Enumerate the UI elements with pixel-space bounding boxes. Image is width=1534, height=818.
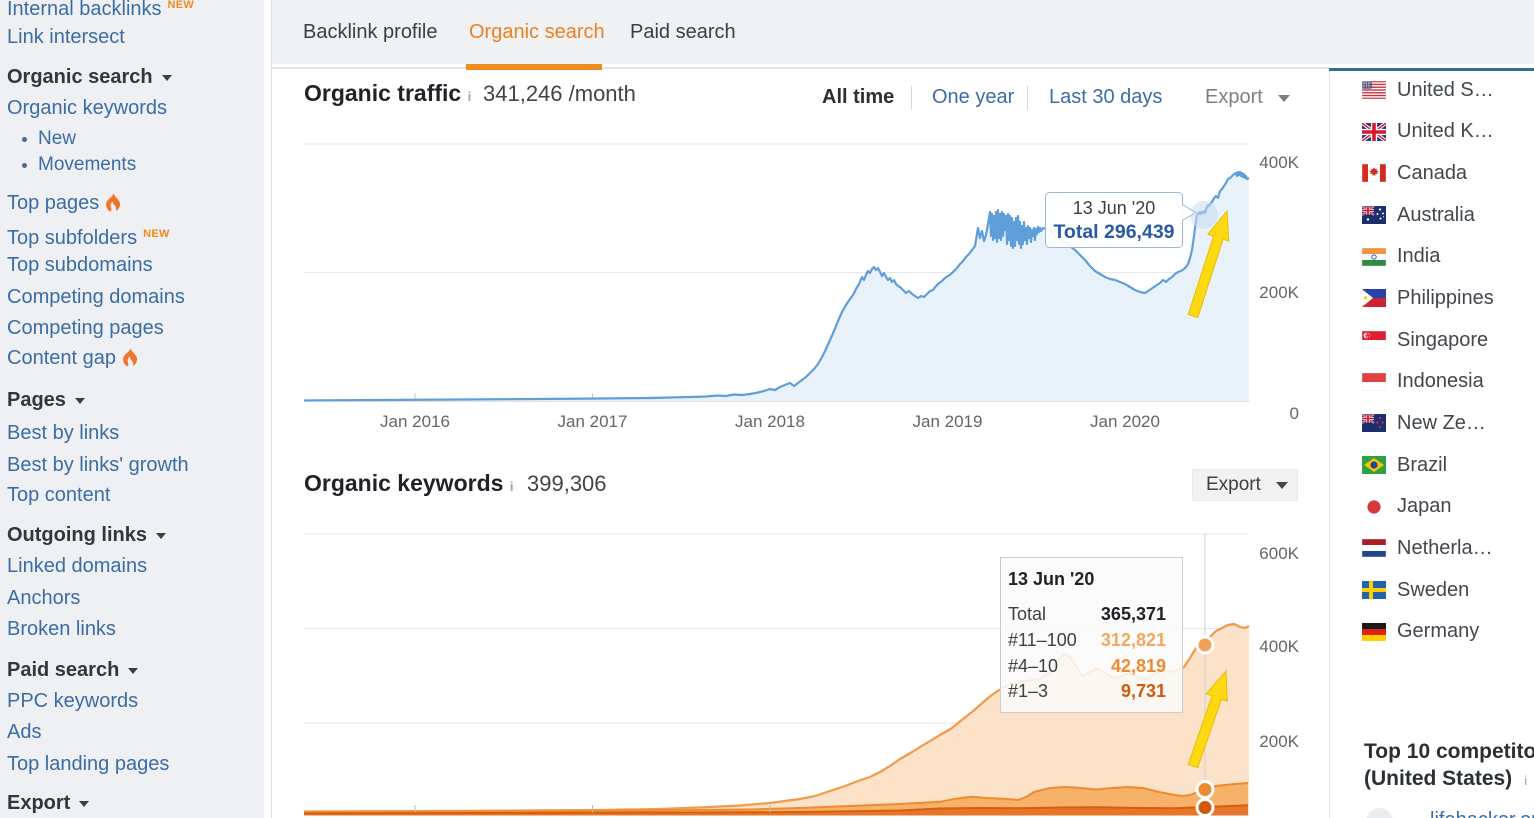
- svg-text:#11–100: #11–100: [1008, 630, 1077, 650]
- svg-text:Jan 2020: Jan 2020: [1090, 412, 1160, 431]
- svg-text:0: 0: [1290, 404, 1299, 423]
- svg-text:Jan 2016: Jan 2016: [380, 412, 450, 431]
- svg-text:200K: 200K: [1259, 283, 1299, 302]
- svg-text:400K: 400K: [1259, 153, 1299, 172]
- svg-text:42,819: 42,819: [1111, 656, 1166, 676]
- svg-text:Total: Total: [1008, 604, 1046, 624]
- svg-text:#4–10: #4–10: [1008, 656, 1058, 676]
- svg-text:600K: 600K: [1259, 544, 1299, 563]
- svg-text:9,731: 9,731: [1121, 681, 1166, 701]
- svg-text:200K: 200K: [1259, 732, 1299, 751]
- svg-text:Jan 2019: Jan 2019: [913, 412, 983, 431]
- svg-text:Total 296,439: Total 296,439: [1053, 221, 1174, 243]
- svg-text:400K: 400K: [1259, 637, 1299, 656]
- svg-text:312,821: 312,821: [1101, 630, 1166, 650]
- svg-text:13 Jun '20: 13 Jun '20: [1073, 198, 1156, 218]
- svg-text:365,371: 365,371: [1101, 604, 1166, 624]
- svg-text:13 Jun '20: 13 Jun '20: [1008, 569, 1094, 589]
- svg-text:#1–3: #1–3: [1008, 681, 1048, 701]
- svg-text:Jan 2017: Jan 2017: [558, 412, 628, 431]
- svg-text:Jan 2018: Jan 2018: [735, 412, 805, 431]
